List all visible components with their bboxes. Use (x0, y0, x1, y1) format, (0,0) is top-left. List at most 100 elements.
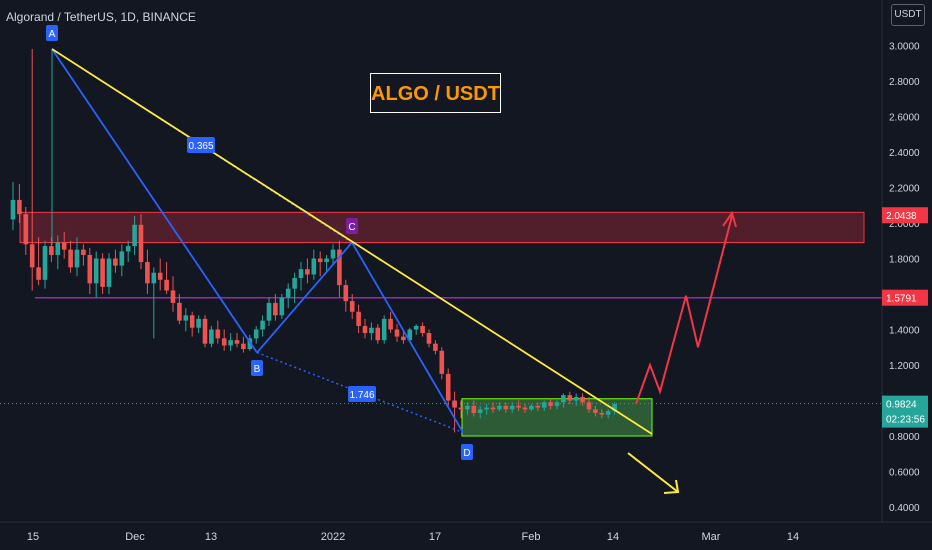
price-axis[interactable] (882, 0, 932, 522)
candle-body[interactable] (445, 373, 451, 401)
candle-body[interactable] (407, 329, 413, 341)
resistance-price-box[interactable] (882, 207, 928, 224)
candle-body[interactable] (465, 405, 470, 410)
candle-body[interactable] (68, 249, 73, 268)
candle-body[interactable] (279, 297, 285, 316)
candle-body[interactable] (497, 405, 502, 410)
candle-body[interactable] (17, 199, 22, 215)
candle-body[interactable] (228, 340, 233, 346)
candle-body[interactable] (106, 258, 112, 287)
xabcd-leg-cd[interactable] (351, 242, 464, 433)
candle-body[interactable] (93, 258, 99, 284)
resistance-zone[interactable] (19, 211, 865, 244)
pattern-point-c-marker[interactable] (346, 218, 358, 234)
candle-body[interactable] (170, 290, 176, 303)
candle-body[interactable] (138, 224, 144, 263)
candle-body[interactable] (317, 258, 323, 263)
candle-body[interactable] (471, 405, 477, 413)
candle-body[interactable] (311, 258, 317, 275)
candle-body[interactable] (503, 405, 509, 410)
candle-body[interactable] (452, 400, 457, 408)
candle-body[interactable] (324, 258, 329, 263)
candle-body[interactable] (29, 244, 35, 268)
bearish-arrow[interactable] (627, 452, 679, 493)
candle-body[interactable] (369, 327, 374, 334)
candle-body[interactable] (87, 254, 93, 284)
ratio-badge[interactable] (348, 386, 376, 402)
pattern-point-a-marker[interactable] (46, 25, 58, 41)
candle-body[interactable] (285, 288, 291, 298)
candle-body[interactable] (119, 251, 125, 266)
currency-unit-badge[interactable]: USDT (891, 4, 925, 26)
candle-body[interactable] (516, 405, 521, 408)
candle-body[interactable] (330, 249, 336, 259)
candle-body[interactable] (177, 302, 182, 321)
bullish-projection-path[interactable] (635, 215, 733, 405)
candle-body[interactable] (439, 350, 445, 374)
candle-body[interactable] (221, 338, 227, 346)
candle-body[interactable] (100, 258, 105, 287)
candle-body[interactable] (157, 272, 163, 280)
candle-body[interactable] (55, 242, 61, 255)
candle-body[interactable] (420, 325, 425, 334)
candle-body[interactable] (113, 258, 118, 266)
symbol-header[interactable]: Algorand / TetherUS, 1D, BINANCE (6, 10, 196, 24)
ratio-badge[interactable] (187, 137, 215, 153)
candle-body[interactable] (561, 395, 566, 403)
candle-body[interactable] (484, 407, 489, 410)
candle-body[interactable] (305, 269, 310, 275)
candle-body[interactable] (125, 246, 131, 252)
candle-body[interactable] (477, 409, 483, 413)
candle-body[interactable] (599, 412, 605, 415)
candle-body[interactable] (388, 318, 393, 330)
candle-body[interactable] (215, 329, 221, 339)
candle-body[interactable] (458, 407, 464, 410)
pattern-point-d-marker[interactable] (461, 444, 473, 460)
descending-trendline[interactable] (51, 48, 653, 435)
pattern-point-b-marker[interactable] (251, 360, 263, 376)
candle-body[interactable] (362, 325, 368, 334)
candle-body[interactable] (202, 318, 208, 344)
candle-body[interactable] (554, 402, 560, 406)
candle-body[interactable] (234, 340, 240, 344)
candle-body[interactable] (337, 249, 342, 286)
candle-body[interactable] (74, 249, 80, 268)
candle-body[interactable] (292, 278, 297, 289)
candle-body[interactable] (10, 199, 16, 220)
candle-body[interactable] (266, 302, 272, 321)
candle-body[interactable] (413, 325, 419, 330)
candle-body[interactable] (529, 405, 534, 410)
xabcd-leg-ab[interactable] (51, 48, 258, 354)
candle-body[interactable] (535, 405, 541, 408)
candle-body[interactable] (426, 333, 432, 344)
candle-body[interactable] (580, 396, 585, 403)
candle-body[interactable] (343, 285, 349, 302)
candle-body[interactable] (593, 409, 598, 413)
candle-body[interactable] (61, 242, 67, 250)
candle-body[interactable] (394, 329, 400, 337)
candle-body[interactable] (36, 267, 41, 280)
candle-body[interactable] (522, 407, 528, 410)
candle-body[interactable] (541, 402, 547, 408)
candle-body[interactable] (433, 343, 438, 351)
candle-body[interactable] (247, 338, 253, 350)
candle-body[interactable] (586, 402, 592, 410)
candle-body[interactable] (605, 411, 611, 415)
candle-body[interactable] (612, 404, 617, 412)
candle-body[interactable] (241, 343, 246, 350)
candle-body[interactable] (509, 405, 515, 410)
candle-body[interactable] (183, 315, 189, 321)
candle-body[interactable] (196, 318, 201, 328)
candle-body[interactable] (23, 214, 29, 245)
candle-body[interactable] (189, 315, 195, 328)
candle-body[interactable] (253, 329, 259, 339)
candle-body[interactable] (260, 320, 265, 330)
candle-body[interactable] (548, 402, 553, 406)
candle-body[interactable] (145, 262, 150, 284)
candle-body[interactable] (298, 269, 304, 279)
last-price-box[interactable] (882, 395, 928, 428)
candle-body[interactable] (356, 311, 361, 326)
candle-body[interactable] (567, 395, 573, 401)
candle-body[interactable] (132, 224, 137, 247)
